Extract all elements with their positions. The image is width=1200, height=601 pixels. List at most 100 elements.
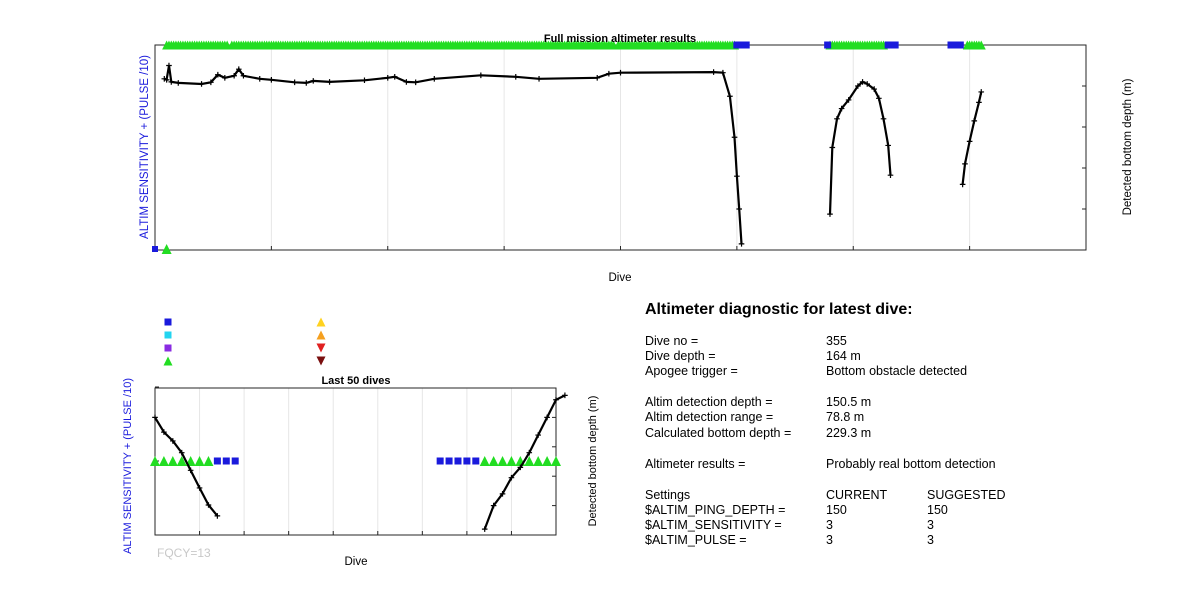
top-markers [152, 40, 986, 254]
bottom-depth-point [845, 97, 852, 103]
tde-no-return-marker [824, 41, 832, 49]
bod-real-return-marker [506, 456, 517, 466]
diagnostic-row-value: Probably real bottom detection [826, 457, 996, 471]
bottom-left-y-axis-label: ALTIM SENSITIVITY + (PULSE /10) [122, 378, 134, 554]
bod-real-return-marker [533, 456, 544, 466]
bottom-depth-point [481, 526, 488, 532]
bod-real-return-marker [203, 456, 214, 466]
last-50-dives-chart: Last 50 dives Dive ALTIM SENSITIVITY + (… [122, 375, 599, 568]
bottom-chart-title: Last 50 dives [321, 375, 390, 387]
bottom-depth-point [391, 73, 398, 80]
bottom-depth-lines [152, 392, 568, 532]
bottom-depth-point [838, 105, 845, 112]
settings-suggested-cell: 150 [927, 503, 948, 517]
diagnostic-row-value: 150.5 m [826, 395, 872, 409]
bottom-depth-point [235, 66, 242, 72]
bottom-depth-point [412, 79, 419, 86]
bottom-depth-point [187, 467, 194, 474]
bottom-depth-line [961, 91, 983, 185]
bottom-depth-point [240, 72, 247, 79]
bottom-depth-point [215, 71, 221, 78]
legend-item [164, 331, 172, 339]
settings-name-cell: $ALTIM_PULSE = [645, 533, 747, 547]
bottom-depth-point [859, 79, 866, 85]
diagnostic-row-label: Dive no = [645, 334, 699, 348]
bottom-depth-point [959, 181, 966, 188]
bottom-depth-point [978, 89, 985, 95]
diagnostic-row-value: 229.3 m [826, 426, 872, 440]
diagnostic-row-value: 355 [826, 334, 847, 348]
diagnostic-row-label: Altim detection depth = [645, 395, 773, 409]
legend-triangle-down-icon [316, 356, 326, 366]
bottom-depth-point [166, 62, 172, 69]
settings-suggested-cell: 3 [927, 518, 934, 532]
bottom-depth-point [152, 414, 158, 421]
tde-no-return-marker [463, 457, 471, 465]
bottom-depth-point [175, 80, 182, 86]
bottom-depth-point [208, 79, 214, 86]
bottom-depth-point [710, 69, 717, 75]
bottom-depth-point [864, 81, 871, 87]
bottom-depth-point [829, 144, 836, 151]
bottom-depth-point [876, 95, 882, 102]
bod-real-return-marker [167, 456, 178, 466]
bottom-depth-point [594, 75, 601, 81]
tde-no-return-marker [956, 41, 964, 49]
top-right-y-axis-label: Detected bottom depth (m) [1122, 78, 1134, 215]
diagnostic-row-label: Apogee trigger = [645, 364, 738, 378]
bottom-depth-point [431, 76, 438, 82]
bottom-depth-point [966, 138, 973, 145]
bottom-depth-point [962, 161, 968, 167]
legend-square-icon [164, 318, 172, 326]
diagnostic-row-label: Dive depth = [645, 349, 716, 363]
settings-suggested-cell: 3 [927, 533, 934, 547]
legend-triangle-down-icon [316, 343, 326, 353]
bottom-depth-point [971, 118, 978, 124]
settings-current-cell: 3 [826, 518, 833, 532]
bottom-depth-point [736, 206, 743, 212]
bottom-depth-point [478, 72, 484, 79]
bottom-depth-point [738, 241, 745, 247]
bottom-depth-point [976, 99, 982, 106]
legend-square-icon [164, 344, 172, 352]
bottom-depth-line [154, 416, 219, 517]
diagnostic-title: Altimeter diagnostic for latest dive: [645, 301, 913, 318]
bottom-depth-line [828, 80, 892, 215]
bottom-depth-point [535, 432, 541, 438]
bottom-depth-point [499, 491, 506, 497]
settings-name-cell: $ALTIM_SENSITIVITY = [645, 518, 782, 532]
bottom-depth-point [508, 474, 515, 481]
legend-item [163, 356, 173, 366]
legend-item [316, 330, 326, 340]
bottom-depth-point [198, 81, 205, 87]
bottom-depth-line [483, 394, 566, 530]
legend-triangle-up-icon [316, 317, 326, 327]
top-x-axis-label: Dive [608, 272, 631, 284]
bottom-depth-point [734, 173, 740, 179]
bottom-depth-point [526, 449, 533, 456]
bottom-depth-point [490, 502, 497, 509]
bottom-depth-point [517, 464, 524, 471]
bottom-depth-point [512, 73, 519, 80]
tde-no-return-marker [891, 41, 899, 49]
bottom-depth-point [553, 396, 559, 403]
bottom-depth-point [161, 429, 167, 435]
bottom-depth-point [222, 75, 228, 81]
bottom-depth-point [403, 79, 410, 85]
bottom-depth-point [291, 79, 298, 86]
bottom-depth-point [617, 69, 624, 76]
settings-header-cell: Settings [645, 488, 691, 502]
bottom-depth-point [163, 77, 170, 83]
bottom-depth-point [196, 485, 203, 491]
bottom-depth-point [268, 77, 275, 83]
legend-triangle-up-icon [316, 330, 326, 340]
legend-item [164, 344, 172, 352]
tde-no-return-marker [742, 41, 750, 49]
bod-real-return-marker [542, 456, 553, 466]
bottom-depth-point [536, 76, 542, 82]
bottom-depth-point [871, 86, 877, 92]
bottom-depth-point [214, 513, 221, 519]
bottom-depth-point [256, 76, 263, 82]
settings-current-cell: 150 [826, 503, 847, 517]
full-mission-chart: Full mission altimeter results Dive ALTI… [139, 33, 1134, 284]
